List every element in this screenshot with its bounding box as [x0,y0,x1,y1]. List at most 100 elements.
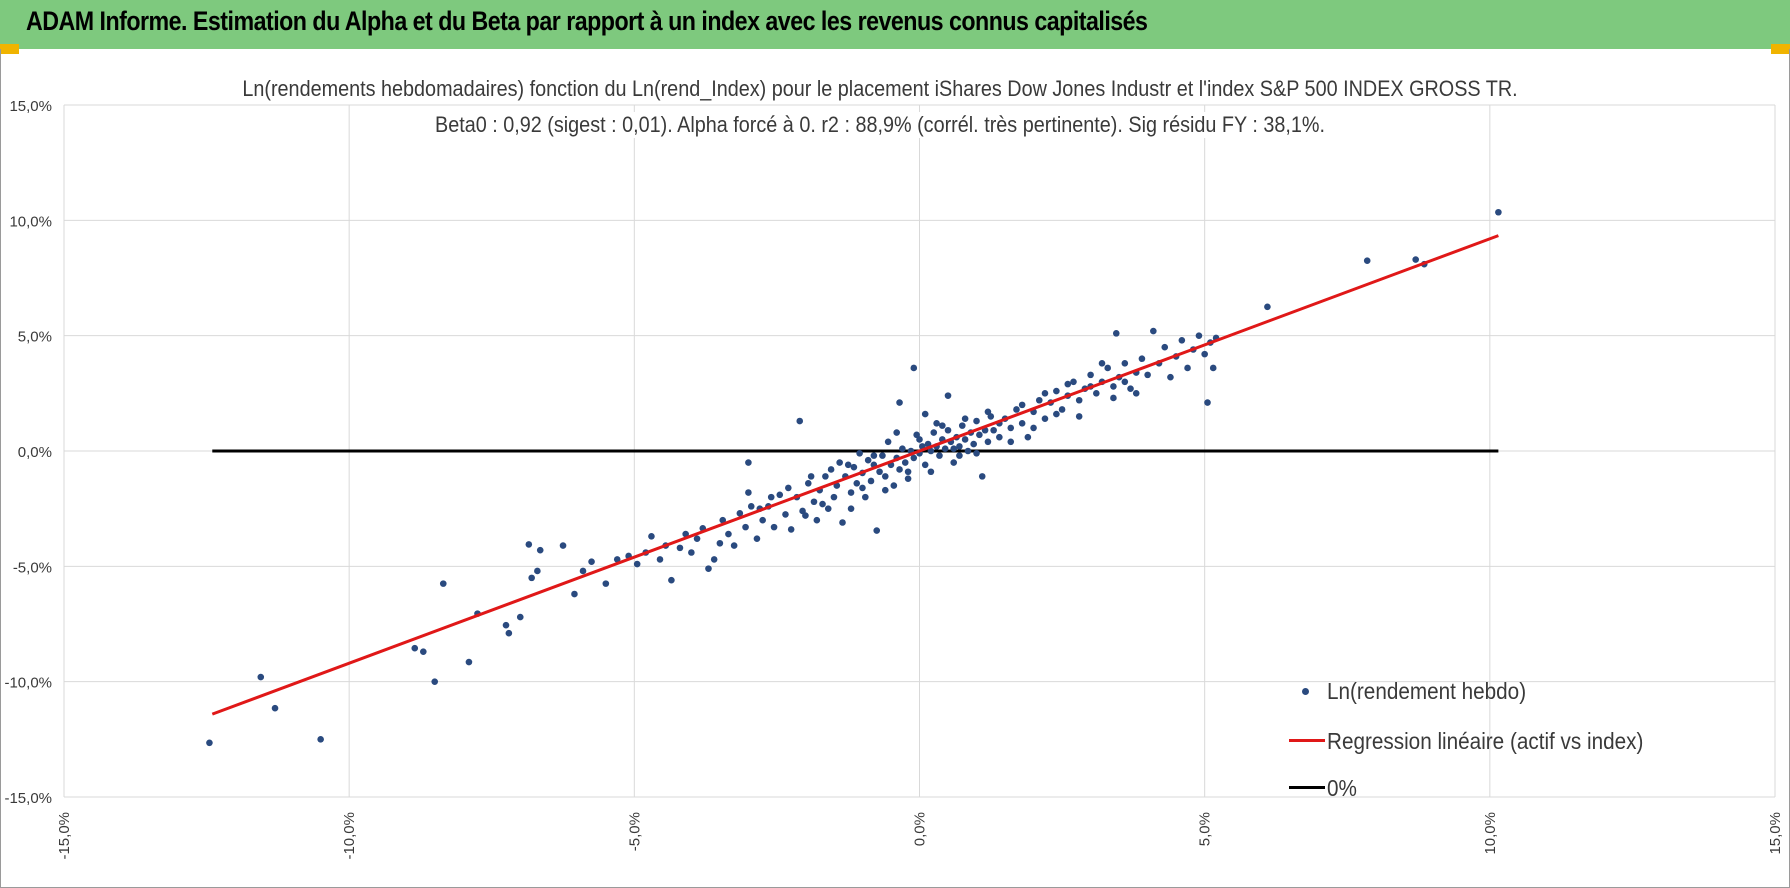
scatter-point [796,417,804,425]
scatter-point [862,493,869,501]
scatter-point [844,461,852,469]
scatter-point [904,475,912,482]
chart-title-line1: Ln(rendements hebdomadaires) fonction du… [235,76,1525,102]
scatter-point [1007,424,1015,432]
scatter-point [956,443,963,450]
scatter-point [571,590,578,598]
scatter-point [976,431,983,439]
report-title: ADAM Informe. Estimation du Alpha et du … [26,6,1148,36]
scatter-point [411,644,419,652]
scatter-point [716,539,724,547]
scatter-point [876,468,883,476]
scatter-point [990,426,997,434]
scatter-point [1018,420,1026,427]
scatter-point [1167,373,1174,381]
scatter-point [978,473,986,480]
scatter-point [516,613,524,621]
scatter-point [956,452,963,459]
scatter-point [847,489,855,496]
scatter-point [767,493,775,501]
scatter-point [910,454,918,462]
scatter-point [742,523,749,531]
scatter-point [944,392,952,399]
scatter-point [602,580,610,587]
scatter-point [810,498,818,506]
scatter-point [785,484,792,492]
scatter-point [984,408,992,416]
scatter-point [1144,371,1151,379]
scatter-point [927,447,935,455]
scatter-point [961,436,969,443]
x-tick-label: 10,0% [1482,812,1499,855]
scatter-point [901,459,909,466]
scatter-point [1363,257,1371,265]
scatter-point [807,473,815,480]
scatter-point [1087,371,1094,379]
y-tick-label: 10,0% [9,213,52,230]
scatter-point [502,621,510,629]
scatter-point [939,422,946,429]
scatter-point [759,516,766,524]
chart-legend: Ln(rendement hebdo) Regression linéaire … [1285,668,1705,808]
scatter-point [579,567,587,575]
corner-mark-left [0,44,19,54]
scatter-point [1184,364,1191,372]
scatter-point [890,482,898,489]
x-tick-label: -5,0% [626,812,643,851]
scatter-point [996,433,1003,441]
scatter-point [950,459,958,466]
legend-swatch-zero [1285,773,1325,803]
scatter-point [856,450,863,457]
scatter-point [534,567,541,575]
scatter-point [804,479,812,487]
scatter-point [830,493,838,501]
scatter-point [893,429,900,436]
x-axis-tick-labels: -15,0% -10,0% -5,0% 0,0% 5,0% 10,0% 15,0% [56,812,1784,860]
scatter-point [317,736,324,743]
scatter-point [1058,406,1066,413]
scatter-point [536,546,544,554]
scatter-point [1053,387,1060,395]
scatter-point [873,527,881,534]
x-tick-label: 0,0% [912,812,929,846]
scatter-point [1035,396,1043,404]
scatter-point [836,459,843,466]
scatter-point [1161,343,1169,351]
scatter-point [736,509,744,517]
scatter-point [528,574,535,582]
scatter-point [881,473,889,480]
x-tick-label: 5,0% [1197,812,1214,846]
scatter-point [867,477,875,485]
report-header: ADAM Informe. Estimation du Alpha et du … [0,0,1790,49]
scatter-point [633,560,641,568]
scatter-point [688,549,695,556]
scatter-point [1110,383,1117,390]
scatter-point [813,516,821,524]
scatter-point [1201,350,1208,358]
scatter-point [933,420,940,427]
scatter-point [1041,390,1049,397]
scatter-point [941,445,949,452]
scatter-point [1110,394,1117,402]
scatter-point [899,445,906,452]
y-tick-label: 15,0% [9,98,52,115]
scatter-point [682,530,689,538]
x-tick-label: 15,0% [1767,812,1784,855]
legend-label-scatter: Ln(rendement hebdo) [1327,677,1527,704]
scatter-point [958,422,966,429]
scatter-point [1127,385,1134,393]
scatter-point [787,526,795,533]
scatter-point [431,678,439,685]
scatter-point [1013,406,1020,413]
scatter-point [970,440,977,448]
scatter-point [206,739,213,747]
scatter-point [1209,364,1217,372]
scatter-point [1075,413,1083,420]
scatter-point [648,533,655,540]
scatter-point [705,565,712,572]
scatter-point [1138,355,1146,363]
scatter-point [973,417,980,425]
scatter-point [879,452,886,459]
scatter-point [961,415,969,423]
scatter-point [921,410,929,418]
